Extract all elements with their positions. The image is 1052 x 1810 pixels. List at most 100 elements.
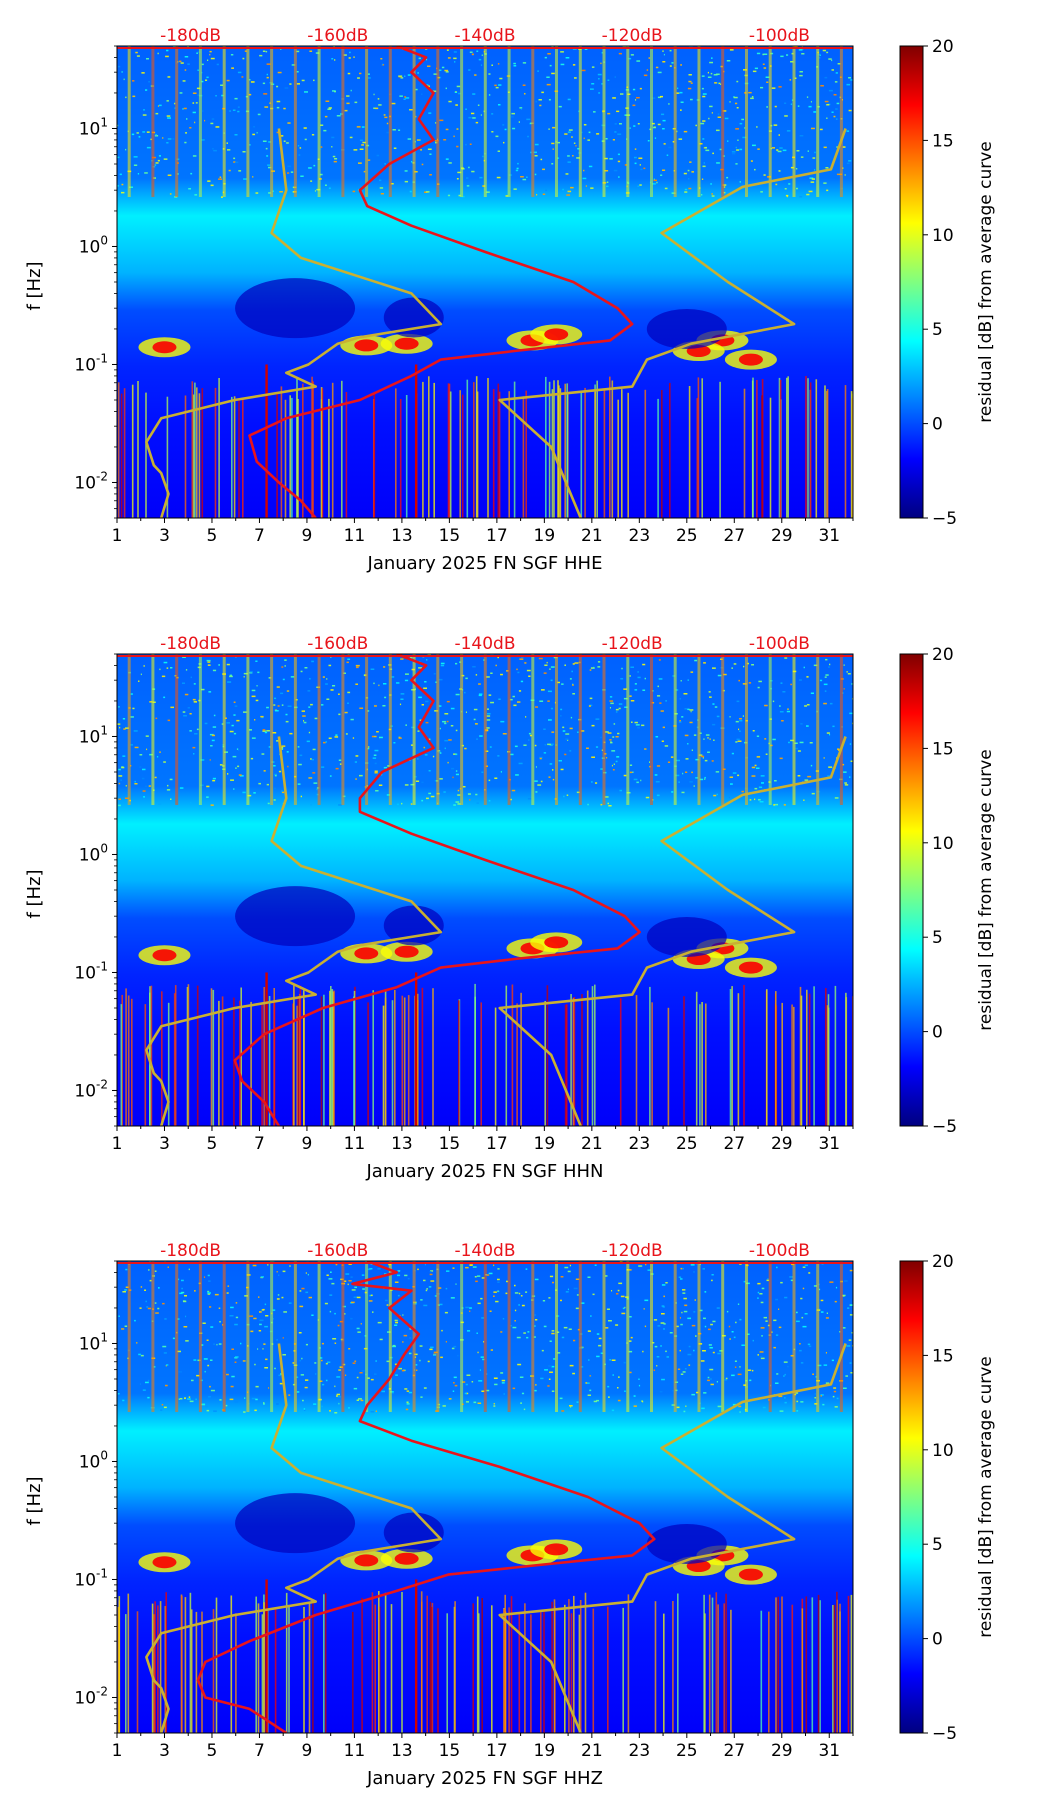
noise-speckle [829, 1281, 834, 1283]
transient-spike [353, 996, 355, 1126]
noise-speckle [310, 180, 313, 182]
transient-spike [151, 1603, 154, 1733]
noise-speckle [615, 760, 618, 763]
noise-speckle [334, 1412, 338, 1414]
noise-speckle [842, 763, 845, 766]
noise-speckle [339, 1366, 343, 1368]
transient-spike [777, 1596, 779, 1733]
noise-speckle [620, 1295, 625, 1298]
noise-speckle [689, 721, 693, 724]
noise-speckle [660, 174, 663, 176]
transient-spike [480, 1002, 482, 1126]
noise-speckle [716, 1307, 720, 1309]
noise-speckle [801, 1316, 804, 1319]
noise-speckle [572, 64, 576, 66]
noise-speckle [286, 142, 289, 144]
noise-speckle [614, 131, 617, 133]
noise-speckle [421, 781, 424, 784]
transient-spike [297, 399, 299, 518]
noise-speckle [643, 1308, 645, 1310]
daily-stripe [531, 1261, 535, 1412]
noise-speckle [783, 1361, 788, 1363]
noise-speckle [784, 1373, 786, 1376]
noise-speckle [203, 139, 205, 141]
noise-speckle [182, 711, 186, 713]
noise-speckle [513, 704, 517, 707]
noise-speckle [597, 666, 601, 668]
transient-spike [649, 986, 651, 1126]
noise-speckle [276, 740, 280, 742]
noise-speckle [703, 1392, 707, 1394]
noise-speckle [235, 1356, 239, 1358]
daily-stripe [792, 654, 796, 805]
noise-speckle [574, 77, 577, 79]
noise-speckle [281, 790, 284, 792]
noise-speckle [790, 1279, 793, 1282]
noise-speckle [724, 117, 729, 120]
noise-speckle [468, 166, 470, 169]
noise-speckle [243, 178, 247, 180]
noise-speckle [304, 91, 308, 93]
transient-spike [778, 377, 781, 518]
noise-speckle [572, 684, 574, 686]
noise-speckle [637, 727, 640, 729]
noise-speckle [417, 758, 419, 760]
noise-speckle [433, 1354, 437, 1356]
top-db-label: -140dB [454, 634, 515, 654]
noise-speckle [251, 695, 256, 698]
noise-speckle [181, 1287, 183, 1290]
noise-speckle [799, 741, 804, 744]
transient-spike [565, 1004, 568, 1126]
noise-speckle [681, 1311, 683, 1314]
noise-speckle [654, 1345, 658, 1348]
noise-speckle [764, 704, 768, 707]
noise-speckle [353, 1387, 358, 1390]
noise-speckle [834, 797, 839, 799]
noise-speckle [646, 69, 649, 71]
noise-speckle [201, 1403, 206, 1406]
noise-speckle [796, 1320, 800, 1323]
noise-speckle [535, 1319, 538, 1321]
daily-stripe [412, 1261, 416, 1412]
noise-speckle [737, 740, 742, 742]
transient-spike [572, 997, 575, 1126]
noise-speckle [567, 155, 570, 157]
noise-speckle [632, 104, 636, 107]
noise-speckle [693, 785, 695, 787]
noise-speckle [796, 1410, 799, 1412]
noise-speckle [495, 86, 499, 89]
noise-speckle [328, 107, 332, 109]
noise-speckle [264, 731, 268, 734]
noise-speckle [188, 1268, 190, 1271]
noise-speckle [703, 662, 706, 664]
noise-speckle [727, 140, 729, 142]
noise-speckle [713, 74, 718, 76]
noise-speckle [404, 1274, 408, 1277]
noise-speckle [285, 720, 289, 723]
noise-speckle [569, 750, 572, 752]
noise-speckle [701, 178, 704, 180]
noise-speckle [446, 700, 450, 703]
noise-speckle [450, 1297, 455, 1299]
noise-speckle [325, 184, 327, 186]
x-tick-label: 15 [439, 1741, 461, 1761]
noise-speckle [757, 1291, 760, 1294]
noise-speckle [288, 1302, 292, 1304]
noise-speckle [704, 146, 707, 149]
noise-speckle [629, 127, 631, 129]
x-tick-label: 25 [676, 526, 698, 546]
noise-speckle [287, 122, 291, 124]
daily-stripe [222, 1261, 226, 1412]
x-tick-label: 21 [581, 1134, 603, 1154]
daily-stripe [602, 1261, 606, 1412]
noise-speckle [690, 671, 694, 673]
noise-speckle [525, 716, 527, 718]
noise-speckle [757, 1297, 759, 1299]
transient-spike [568, 1599, 570, 1733]
noise-speckle [608, 1396, 610, 1398]
noise-speckle [194, 733, 198, 735]
noise-speckle [481, 1277, 485, 1279]
y-tick-label: 100 [79, 841, 108, 865]
noise-speckle [455, 693, 460, 696]
